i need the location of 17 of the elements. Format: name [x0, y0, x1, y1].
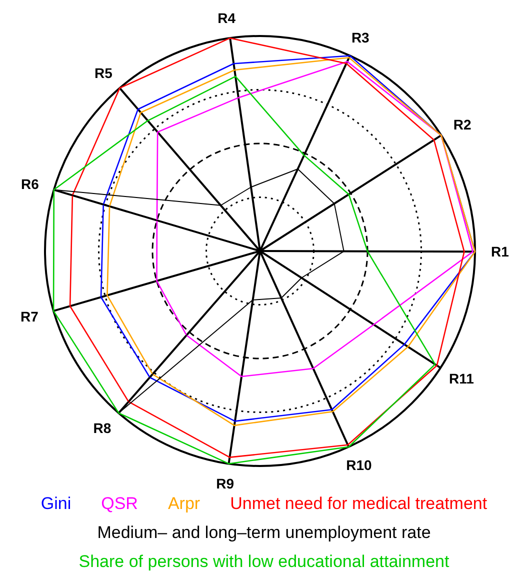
spoke-label: R9 [216, 475, 234, 492]
text: Arpr [168, 494, 200, 513]
spoke-label: R5 [94, 64, 113, 81]
spoke-label: R3 [351, 29, 370, 46]
spoke-label: R2 [453, 116, 472, 132]
spoke-label: R10 [346, 456, 372, 473]
text: Share of persons with low educational attainment [78, 552, 450, 571]
text: Unmet need for medical treatment [230, 494, 488, 513]
text: Medium– and long–term unemployment rate [97, 523, 431, 542]
spoke-label: R11 [449, 370, 474, 387]
spoke-label: R1 [491, 244, 510, 260]
spoke-label: R8 [93, 420, 112, 436]
spoke-label: R4 [218, 10, 236, 26]
spoke-label: R7 [20, 308, 39, 324]
text: QSR [101, 494, 138, 513]
text: Gini [40, 494, 72, 513]
spoke-label: R6 [20, 176, 40, 192]
